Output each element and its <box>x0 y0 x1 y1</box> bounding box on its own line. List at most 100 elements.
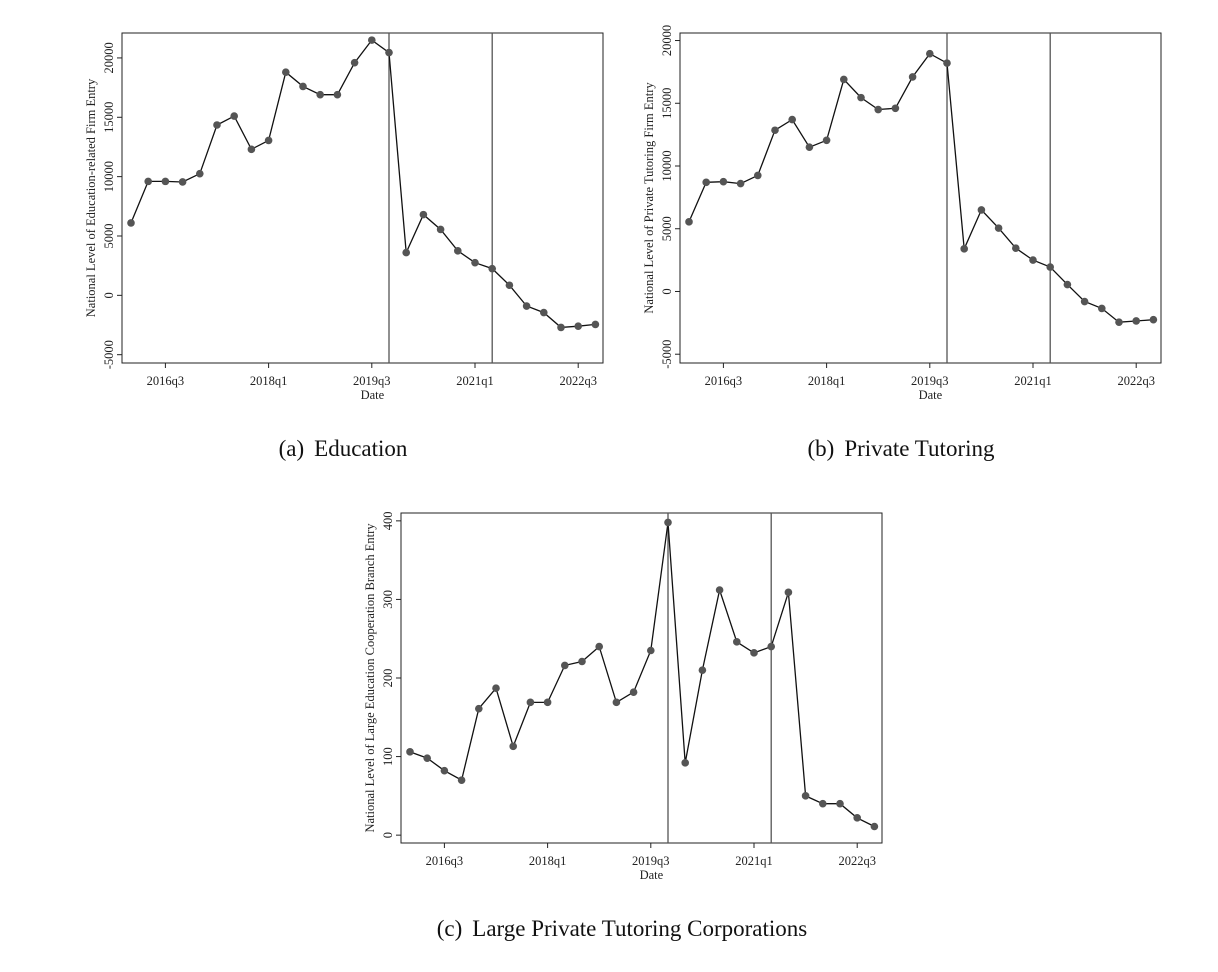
data-point <box>853 814 861 822</box>
data-point <box>144 177 152 186</box>
plot-frame-b <box>679 32 1162 364</box>
data-point <box>471 258 479 267</box>
data-point <box>698 666 707 674</box>
data-point <box>685 218 693 226</box>
data-point <box>350 58 359 67</box>
data-point <box>960 245 968 253</box>
data-point <box>647 646 655 655</box>
caption-b-tag: (b) <box>807 436 835 461</box>
y-tick-label: 10000 <box>102 161 116 192</box>
data-point <box>178 178 187 186</box>
x-tick-label: 2022q3 <box>1117 374 1155 388</box>
y-tick-label: 20000 <box>102 42 116 73</box>
data-point <box>1115 318 1123 327</box>
y-tick-label: 0 <box>102 292 116 298</box>
y-tick-label: 15000 <box>660 88 674 119</box>
data-point <box>543 698 552 707</box>
y-tick-label: 400 <box>381 511 395 530</box>
data-point <box>750 649 758 657</box>
caption-c-tag: (c) <box>436 916 463 941</box>
x-tick-label: 2016q3 <box>426 854 464 868</box>
data-point <box>719 177 728 186</box>
y-tick-label: 15000 <box>102 102 116 133</box>
data-point <box>840 75 848 84</box>
data-point <box>492 684 500 693</box>
chart-c-group: 0 100 200 300 400 2016q3 2018q1 2019q3 2021q1 202… <box>363 511 883 882</box>
data-point <box>943 59 951 67</box>
data-point <box>213 121 221 129</box>
data-point <box>736 179 745 188</box>
data-point <box>578 657 586 666</box>
y-tick-label: 10000 <box>660 150 674 181</box>
y-tick-label: 300 <box>381 590 395 609</box>
x-tick-label: 2016q3 <box>147 374 185 388</box>
data-point <box>526 698 535 707</box>
data-point <box>522 302 531 310</box>
data-point <box>784 588 793 597</box>
data-point <box>457 776 466 784</box>
data-point <box>801 792 810 800</box>
data-point <box>419 210 428 219</box>
series-line <box>409 522 875 828</box>
x-axis-title: Date <box>919 388 943 402</box>
data-point <box>733 638 741 646</box>
data-point <box>196 169 204 178</box>
chart-panel-b: -5000 0 5000 10000 15000 20000 2016q3 2018q1 201… <box>0 0 1218 410</box>
data-point <box>540 308 548 317</box>
plot-frame-a <box>121 32 604 364</box>
data-point <box>681 759 689 767</box>
data-point <box>874 105 882 114</box>
data-point <box>423 754 432 762</box>
data-point <box>771 126 779 135</box>
y-tick-label: 20000 <box>660 25 674 56</box>
data-point <box>440 766 449 775</box>
data-point <box>612 698 621 707</box>
data-point <box>475 704 483 713</box>
data-point <box>488 264 497 273</box>
data-point <box>1149 315 1158 324</box>
y-axis-title: National Level of Large Education Cooper… <box>363 523 377 833</box>
caption-b: (b) Private Tutoring <box>776 436 1026 462</box>
chart-b-svg: -5000 0 5000 10000 15000 20000 2016q3 2018q1 201… <box>642 25 1162 402</box>
chart-a-svg: -5000 0 5000 10000 15000 20000 2016q3 2018q1 201… <box>84 32 604 402</box>
data-point <box>595 642 603 651</box>
data-point <box>299 82 307 91</box>
data-point <box>805 143 814 151</box>
data-point <box>316 90 325 99</box>
data-point <box>454 247 462 255</box>
data-point <box>1046 263 1054 271</box>
data-point <box>819 799 827 808</box>
caption-a: (a) Education <box>243 436 443 462</box>
caption-a-tag: (a) <box>278 436 305 461</box>
data-point <box>822 136 831 145</box>
y-axis-title: National Level of Education-related Firm… <box>84 78 98 317</box>
x-tick-label: 2022q3 <box>559 374 597 388</box>
data-point <box>561 661 569 670</box>
data-point <box>385 48 393 57</box>
data-point <box>767 642 775 651</box>
chart-panel-a: -5000 0 5000 10000 15000 20000 2016q3 2018q1 201… <box>0 0 620 410</box>
data-point <box>1029 256 1037 264</box>
y-axis-title: National Level of Private Tutoring Firm … <box>642 82 656 314</box>
caption-a-text: Education <box>314 436 408 461</box>
x-tick-label: 2019q3 <box>632 854 670 868</box>
x-tick-label: 2019q3 <box>353 374 391 388</box>
series-line <box>130 39 596 329</box>
y-tick-label: 100 <box>381 747 395 766</box>
chart-panel-c: 0 100 200 300 400 2016q3 2018q1 2019q3 2021q1 202… <box>363 511 883 882</box>
x-tick-label: 2018q1 <box>250 374 288 388</box>
data-point <box>282 68 290 76</box>
data-point <box>1132 317 1140 325</box>
x-tick-label: 2022q3 <box>838 854 876 868</box>
data-point <box>264 136 273 145</box>
data-point <box>1063 280 1072 289</box>
data-point <box>891 104 900 113</box>
data-point <box>908 73 917 81</box>
data-point <box>926 49 934 58</box>
data-point <box>247 145 256 154</box>
data-point <box>436 225 445 234</box>
data-point <box>333 90 342 99</box>
x-tick-label: 2016q3 <box>705 374 743 388</box>
caption-c: (c) Large Private Tutoring Corporations <box>372 916 872 942</box>
data-point <box>754 171 762 180</box>
